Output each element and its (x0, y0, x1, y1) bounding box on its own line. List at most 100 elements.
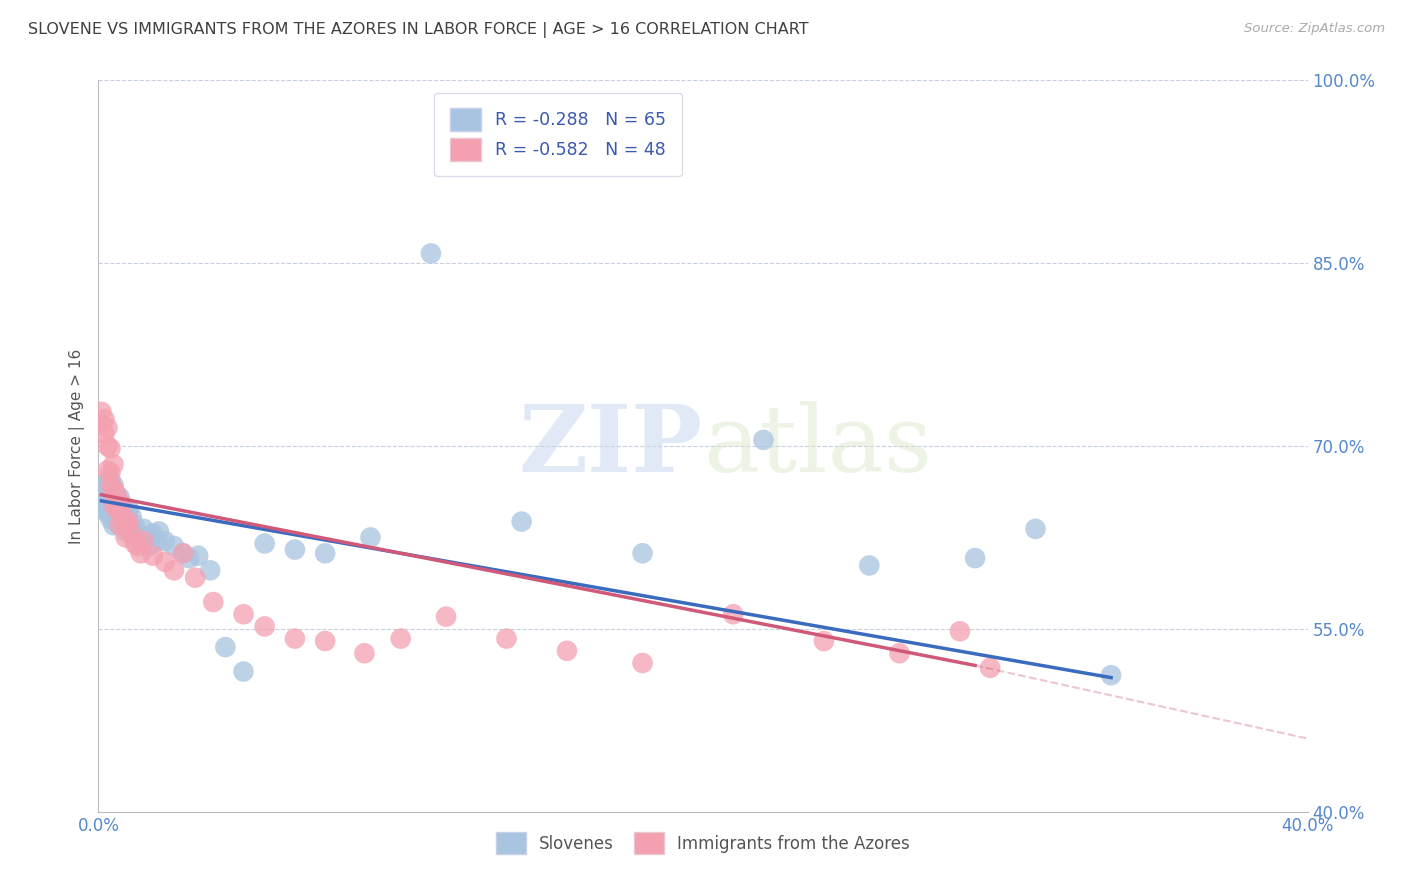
Point (105, 494, 128, 508)
Text: Source: ZipAtlas.com: Source: ZipAtlas.com (1244, 22, 1385, 36)
Point (100, 473, 122, 487)
Point (108, 518, 131, 533)
Point (200, 563, 222, 577)
Point (103, 494, 125, 508)
Point (314, 634, 336, 648)
Point (93, 426, 115, 441)
Point (96, 488, 118, 502)
Point (284, 542, 307, 557)
Point (96, 494, 118, 508)
Point (93, 490, 115, 504)
Point (103, 458, 125, 472)
Point (111, 515, 134, 529)
Text: atlas: atlas (703, 401, 932, 491)
Point (93, 502, 115, 516)
Point (1099, 668, 1122, 682)
Point (105, 488, 128, 502)
Point (114, 524, 136, 539)
Point (1024, 522, 1046, 536)
Legend: Slovenes, Immigrants from the Azores: Slovenes, Immigrants from the Azores (484, 821, 922, 865)
Point (108, 490, 131, 504)
Point (145, 534, 167, 549)
Point (96, 498, 118, 512)
Point (90, 488, 112, 502)
Point (118, 502, 141, 516)
Point (129, 546, 152, 560)
Point (631, 656, 654, 670)
Point (813, 634, 835, 648)
Point (108, 502, 131, 516)
Point (111, 498, 134, 512)
Text: ZIP: ZIP (519, 401, 703, 491)
Point (184, 571, 207, 585)
Point (90, 405, 112, 419)
Point (631, 546, 654, 560)
Text: SLOVENE VS IMMIGRANTS FROM THE AZORES IN LABOR FORCE | AGE > 16 CORRELATION CHAR: SLOVENE VS IMMIGRANTS FROM THE AZORES IN… (28, 22, 808, 38)
Point (284, 632, 307, 646)
Point (108, 506, 131, 520)
Point (253, 619, 276, 633)
Point (114, 506, 136, 520)
Point (118, 515, 141, 529)
Point (96, 506, 118, 520)
Point (723, 607, 745, 622)
Point (179, 551, 201, 566)
Point (96, 421, 118, 435)
Point (93, 478, 115, 492)
Point (858, 558, 880, 573)
Point (129, 534, 152, 549)
Point (111, 502, 134, 516)
Point (132, 522, 155, 536)
Point (105, 506, 128, 520)
Point (114, 530, 136, 544)
Point (103, 498, 125, 512)
Point (100, 512, 122, 526)
Point (420, 246, 443, 260)
Point (389, 632, 412, 646)
Point (103, 518, 125, 533)
Point (314, 546, 336, 560)
Point (103, 478, 125, 492)
Point (96, 463, 118, 477)
Point (163, 563, 186, 577)
Point (100, 478, 122, 492)
Point (100, 490, 122, 504)
Point (253, 536, 276, 550)
Point (121, 526, 143, 541)
Point (118, 518, 141, 533)
Point (172, 546, 194, 560)
Point (139, 539, 162, 553)
Point (153, 534, 176, 549)
Point (495, 632, 517, 646)
Point (153, 555, 176, 569)
Point (510, 515, 533, 529)
Point (232, 665, 254, 679)
Point (90, 500, 112, 514)
Point (135, 530, 157, 544)
Point (96, 439, 118, 453)
Point (148, 524, 170, 539)
Point (202, 595, 225, 609)
Point (127, 526, 149, 541)
Point (93, 488, 115, 502)
Point (132, 534, 155, 549)
Point (121, 509, 143, 524)
Point (142, 549, 165, 563)
Point (949, 624, 972, 639)
Point (353, 646, 375, 660)
Point (103, 485, 125, 500)
Point (103, 506, 125, 520)
Point (214, 640, 236, 655)
Point (434, 609, 457, 624)
Point (142, 526, 165, 541)
Point (114, 518, 136, 533)
Point (100, 482, 122, 496)
Y-axis label: In Labor Force | Age > 16: In Labor Force | Age > 16 (69, 349, 86, 543)
Point (105, 502, 128, 516)
Point (124, 536, 146, 550)
Point (100, 500, 122, 514)
Point (187, 549, 209, 563)
Point (752, 433, 775, 447)
Point (121, 526, 143, 541)
Point (232, 607, 254, 622)
